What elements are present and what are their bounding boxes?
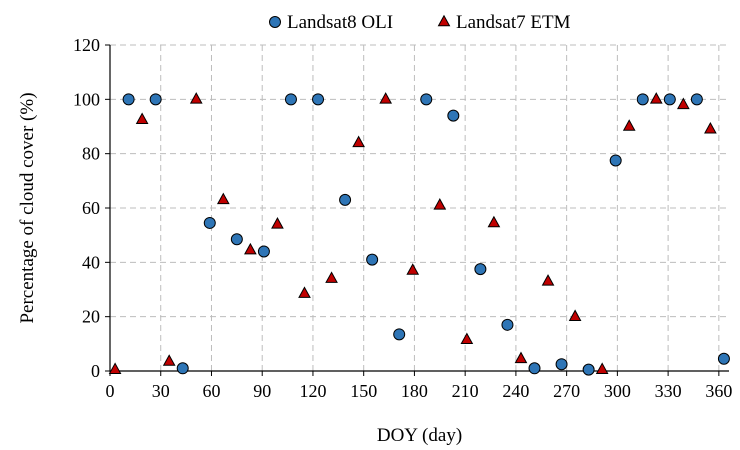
triangle-point — [676, 97, 690, 110]
circle-point — [339, 193, 352, 206]
x-tick-label: 90 — [253, 381, 271, 401]
y-tick-label: 0 — [91, 361, 100, 381]
x-tick-label: 270 — [553, 381, 580, 401]
legend-marker-triangle — [437, 14, 451, 27]
triangle-point — [325, 271, 338, 283]
triangle-point — [108, 362, 122, 374]
y-tick-label: 80 — [82, 144, 100, 164]
triangle-point — [406, 263, 420, 275]
circle-point — [122, 93, 135, 106]
circle-point — [474, 263, 487, 276]
x-tick-label: 120 — [299, 381, 326, 401]
circle-point — [393, 328, 406, 341]
x-tick-label: 210 — [452, 381, 479, 401]
circle-point — [284, 93, 297, 106]
x-tick-label: 150 — [350, 381, 377, 401]
y-axis-title: Percentage of cloud cover (%) — [17, 92, 38, 323]
circle-point — [528, 362, 541, 375]
y-tick-label: 100 — [73, 89, 100, 109]
circle-point — [149, 93, 162, 106]
triangle-point — [649, 92, 663, 104]
plot-area: 0 30 60 90 120 150 180 210 240 270 300 330 360 0 20 40… — [73, 35, 732, 401]
x-tick-label: 0 — [106, 381, 115, 401]
triangle-point — [487, 215, 501, 228]
x-tick-label: 360 — [705, 381, 732, 401]
legend-label: Landsat7 ETM — [456, 12, 571, 33]
circle-point — [257, 245, 270, 258]
circle-point — [447, 109, 460, 122]
x-axis-ticks: 0 30 60 90 120 150 180 210 240 270 300 330 360 — [106, 371, 732, 401]
triangle-point — [379, 92, 393, 104]
triangle-point — [244, 242, 257, 255]
legend-item: Landsat7 ETM — [437, 12, 571, 33]
triangle-point — [595, 362, 609, 374]
legend-item: Landsat8 OLI — [269, 12, 393, 33]
circle-point — [501, 318, 514, 331]
y-axis-ticks: 0 20 40 60 80 100 120 — [73, 35, 110, 381]
series-circle — [122, 93, 730, 376]
grid-lines — [110, 44, 729, 371]
circle-point — [609, 154, 622, 167]
triangle-point — [189, 92, 203, 104]
x-tick-label: 30 — [152, 381, 170, 401]
x-tick-label: 240 — [502, 381, 529, 401]
triangle-point — [216, 192, 230, 205]
data-points — [108, 92, 730, 376]
legend-label: Landsat8 OLI — [287, 12, 393, 33]
triangle-point — [135, 112, 149, 125]
triangle-point — [704, 121, 717, 134]
y-tick-label: 20 — [82, 307, 100, 327]
circle-point — [176, 362, 189, 375]
x-tick-label: 60 — [202, 381, 220, 401]
triangle-point — [433, 198, 447, 210]
circle-point — [690, 93, 703, 106]
triangle-point — [541, 274, 555, 286]
y-tick-label: 60 — [82, 198, 100, 218]
triangle-point — [460, 332, 474, 345]
legend: Landsat8 OLI Landsat7 ETM — [269, 12, 571, 33]
circle-point — [312, 93, 325, 106]
x-axis-title: DOY (day) — [377, 425, 462, 446]
triangle-point — [298, 286, 311, 298]
circle-point — [717, 352, 730, 365]
circle-point — [420, 93, 433, 106]
circle-point — [203, 216, 216, 229]
triangle-point — [622, 119, 636, 131]
circle-point — [663, 93, 676, 106]
y-tick-label: 120 — [73, 35, 100, 55]
triangle-point — [568, 309, 582, 321]
triangle-point — [352, 135, 365, 148]
circle-point — [636, 93, 649, 106]
legend-marker-circle — [269, 16, 281, 28]
triangle-point — [514, 351, 528, 364]
x-tick-label: 330 — [655, 381, 682, 401]
circle-point — [366, 253, 379, 266]
circle-point — [230, 233, 243, 246]
y-tick-label: 40 — [82, 252, 100, 272]
x-tick-label: 180 — [401, 381, 428, 401]
x-tick-label: 300 — [604, 381, 631, 401]
triangle-point — [162, 354, 176, 366]
circle-point — [555, 358, 568, 371]
triangle-point — [271, 217, 284, 229]
circle-point — [582, 363, 595, 376]
series-triangle — [108, 92, 717, 374]
